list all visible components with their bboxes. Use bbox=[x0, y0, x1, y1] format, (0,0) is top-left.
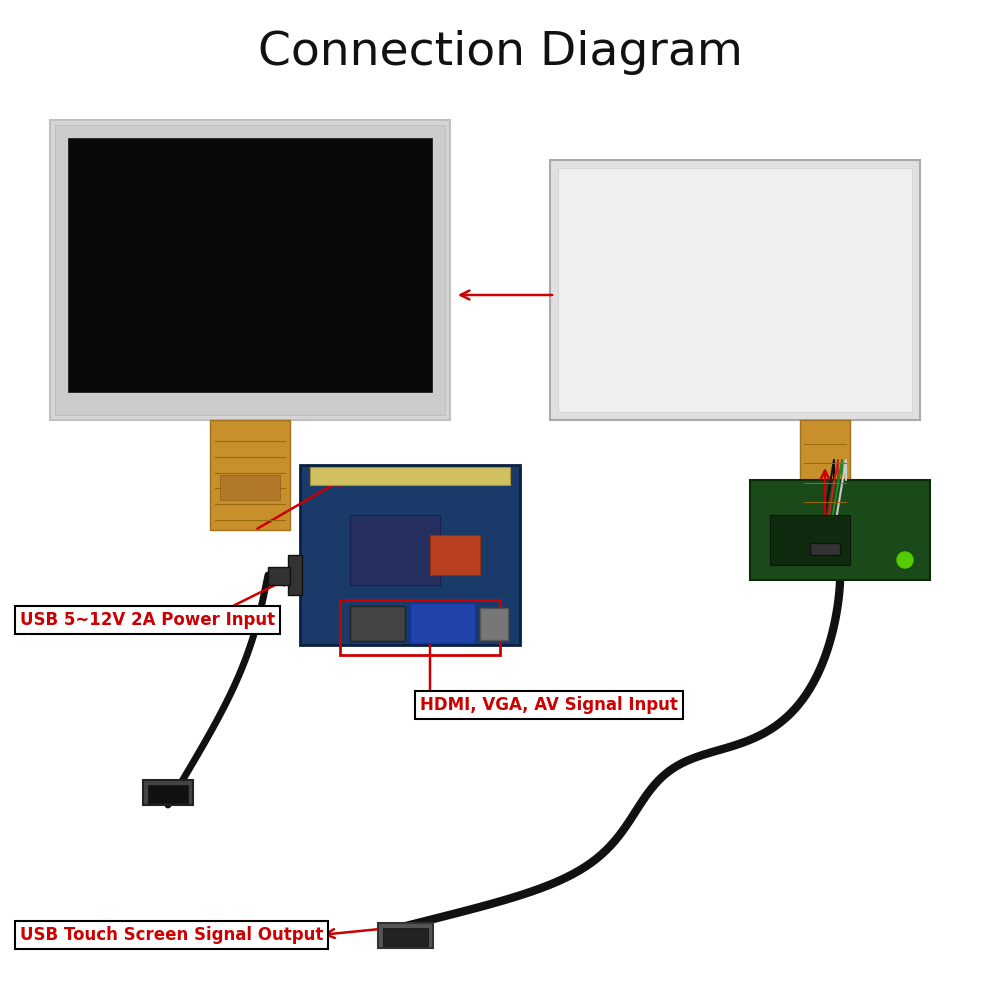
Bar bbox=[750, 480, 930, 580]
Bar bbox=[810, 543, 840, 555]
Bar bbox=[558, 168, 912, 412]
Bar bbox=[770, 515, 850, 565]
Bar bbox=[68, 138, 432, 392]
Text: Connection Diagram: Connection Diagram bbox=[258, 30, 742, 75]
Bar bbox=[300, 465, 520, 645]
Bar bbox=[350, 515, 440, 585]
Bar bbox=[378, 923, 433, 948]
Bar bbox=[550, 160, 920, 420]
Bar bbox=[350, 606, 405, 641]
Bar bbox=[410, 603, 475, 643]
Bar bbox=[220, 475, 280, 500]
Circle shape bbox=[897, 552, 913, 568]
Bar bbox=[383, 928, 428, 946]
Bar bbox=[55, 125, 445, 415]
Text: USB Touch Screen Signal Output: USB Touch Screen Signal Output bbox=[20, 926, 323, 944]
Bar bbox=[268, 567, 290, 585]
Text: USB 5~12V 2A Power Input: USB 5~12V 2A Power Input bbox=[20, 611, 275, 629]
Bar bbox=[148, 785, 188, 803]
Bar bbox=[340, 600, 500, 655]
Bar bbox=[50, 120, 450, 420]
Bar bbox=[430, 535, 480, 575]
Bar bbox=[310, 467, 510, 485]
Text: HDMI, VGA, AV Signal Input: HDMI, VGA, AV Signal Input bbox=[420, 696, 678, 714]
Bar bbox=[210, 420, 290, 530]
Bar bbox=[288, 555, 302, 595]
Bar bbox=[480, 608, 508, 640]
Bar bbox=[800, 420, 850, 530]
Bar bbox=[143, 780, 193, 805]
